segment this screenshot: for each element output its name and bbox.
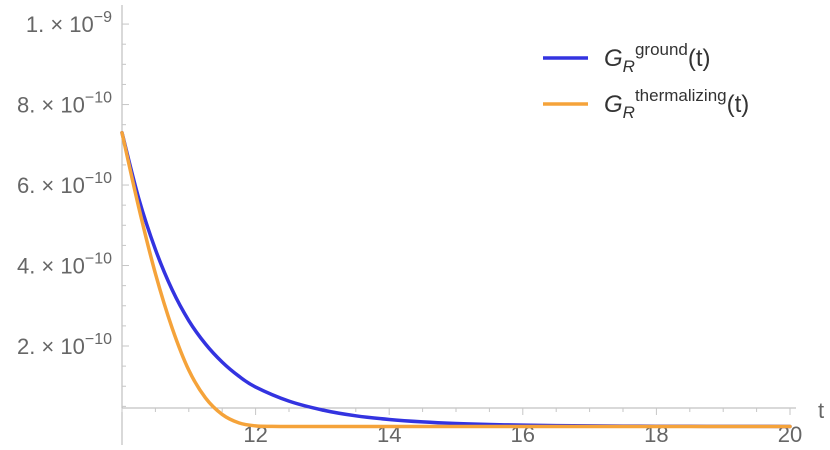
series-lines [120,130,792,429]
series-line-thermalizing [120,130,792,429]
y-tick-label: 2. × 10−10 [17,331,112,359]
legend: GRground(t) GRthermalizing(t) [543,40,749,122]
axes: t [121,5,824,445]
y-tick-label: 6. × 10−10 [17,170,112,198]
legend-label: GRground(t) [604,40,711,76]
y-ticks: 2. × 10−10 4. × 10−10 6. × 10−10 8. × 10−10… [17,9,129,407]
legend-label: GRthermalizing(t) [604,86,749,122]
legend-item: GRthermalizing(t) [543,86,749,122]
y-tick-label: 8. × 10−10 [17,90,112,118]
x-axis-label: t [818,398,824,423]
y-tick-label: 4. × 10−10 [17,251,112,279]
y-tick-label: 1. × 10−9 [26,9,112,37]
legend-item: GRground(t) [543,40,711,76]
series-line-ground [120,130,792,429]
